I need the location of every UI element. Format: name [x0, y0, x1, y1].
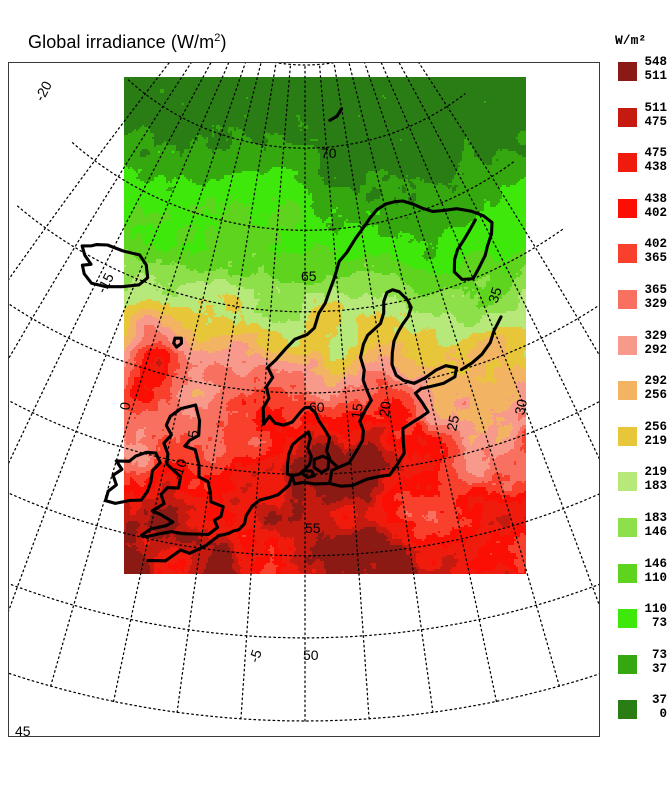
graticule-label-longitude: 20: [375, 400, 394, 418]
map-frame[interactable]: -20 -15 -10 -5 0 5 15 20 25 30 35 70 65 60 55 50 45: [8, 62, 600, 737]
legend-value-low: 475: [644, 114, 667, 129]
graticule-label-latitude: 65: [301, 268, 317, 284]
legend-value-high: 73: [651, 647, 667, 662]
page-title: Global irradiance (W/m2): [28, 32, 227, 53]
legend-value-low: 37: [651, 661, 667, 676]
legend-value-high: 292: [644, 374, 667, 389]
legend-band: 292 256: [607, 374, 667, 422]
legend-swatch: [618, 335, 637, 355]
legend-value-high: 548: [644, 55, 667, 69]
legend-swatch: [618, 654, 637, 674]
legend-swatch: [618, 472, 637, 492]
irradiance-canvas: [124, 77, 526, 574]
legend-value-low: 402: [644, 205, 667, 220]
legend-band: 548 511: [607, 55, 667, 103]
legend-band-list: 548 511 511 475 475 438 438 402 402 365 365 329 329 2…: [607, 55, 667, 741]
legend-value-low: 292: [644, 342, 667, 357]
legend-value-low: 219: [644, 433, 667, 448]
map-viewport: -20 -15 -10 -5 0 5 15 20 25 30 35 70 65 60 55 50 45: [9, 63, 599, 736]
legend-swatch: [618, 700, 637, 720]
legend-value-low: 146: [644, 524, 667, 539]
legend-band: 402 365: [607, 237, 667, 285]
legend-value-high: 183: [644, 510, 667, 525]
legend-value-low: 365: [644, 251, 667, 266]
legend-swatch: [618, 244, 637, 264]
legend-value-low: 0: [659, 707, 667, 722]
legend-value-high: 256: [644, 419, 667, 434]
legend-value-low: 511: [644, 69, 667, 83]
legend-band: 219 183: [607, 465, 667, 513]
legend-value-high: 219: [644, 465, 667, 480]
legend-swatch: [618, 609, 637, 629]
legend-band: 475 438: [607, 146, 667, 194]
legend-band: 329 292: [607, 328, 667, 377]
legend-swatch: [618, 426, 637, 446]
legend-swatch: [618, 563, 637, 583]
legend-band: 37 0: [607, 693, 667, 741]
legend-value-low: 438: [644, 160, 667, 175]
legend-value-high: 146: [644, 556, 667, 571]
graticule-label-latitude: 55: [305, 520, 321, 536]
graticule-label-longitude: 30: [511, 397, 531, 417]
legend-units-label: W/m²: [615, 33, 647, 48]
legend-value-high: 365: [644, 282, 667, 297]
legend-value-low: 183: [644, 479, 667, 494]
legend-band: 183 146: [607, 510, 667, 559]
legend-value-high: 511: [644, 100, 667, 115]
graticule-label-latitude: 45: [15, 723, 31, 736]
legend-band: 438 402: [607, 191, 667, 240]
colorbar-legend: W/m² 548 511 511 475 475 438 438 402 402 365 365 32…: [607, 33, 667, 721]
legend-band: 146 110: [607, 556, 667, 605]
legend-value-high: 438: [644, 191, 667, 206]
page-title-superscript: 2: [214, 32, 221, 44]
page-title-text: Global irradiance (W/m: [28, 32, 215, 52]
graticule-label-latitude: 70: [321, 145, 337, 161]
legend-value-high: 402: [644, 237, 667, 252]
irradiance-raster: [124, 77, 526, 574]
graticule-label-longitude: 5: [184, 429, 202, 439]
legend-band: 73 37: [607, 647, 667, 696]
legend-swatch: [618, 153, 637, 173]
legend-band: 511 475: [607, 100, 667, 149]
legend-swatch: [618, 198, 637, 218]
graticule-label-longitude: 25: [443, 413, 463, 433]
page-title-close: ): [220, 32, 227, 52]
legend-value-high: 475: [644, 146, 667, 161]
map-vector-overlay: [9, 63, 599, 722]
legend-value-low: 110: [644, 570, 667, 585]
legend-value-low: 73: [651, 616, 667, 631]
legend-value-high: 329: [644, 328, 667, 343]
legend-swatch: [618, 381, 637, 401]
graticule-label-latitude: 50: [303, 647, 319, 663]
legend-swatch: [618, 107, 637, 127]
legend-swatch: [618, 62, 637, 81]
legend-value-high: 37: [651, 693, 667, 708]
legend-band: 256 219: [607, 419, 667, 468]
graticule-label-longitude: 15: [347, 402, 366, 420]
legend-band: 110 73: [607, 602, 667, 650]
legend-swatch: [618, 517, 637, 537]
legend-value-low: 256: [644, 388, 667, 403]
graticule-label-latitude: 60: [309, 399, 325, 415]
legend-swatch: [618, 289, 637, 309]
legend-band: 365 329: [607, 282, 667, 331]
legend-value-low: 329: [644, 296, 667, 311]
legend-value-high: 110: [644, 602, 667, 617]
